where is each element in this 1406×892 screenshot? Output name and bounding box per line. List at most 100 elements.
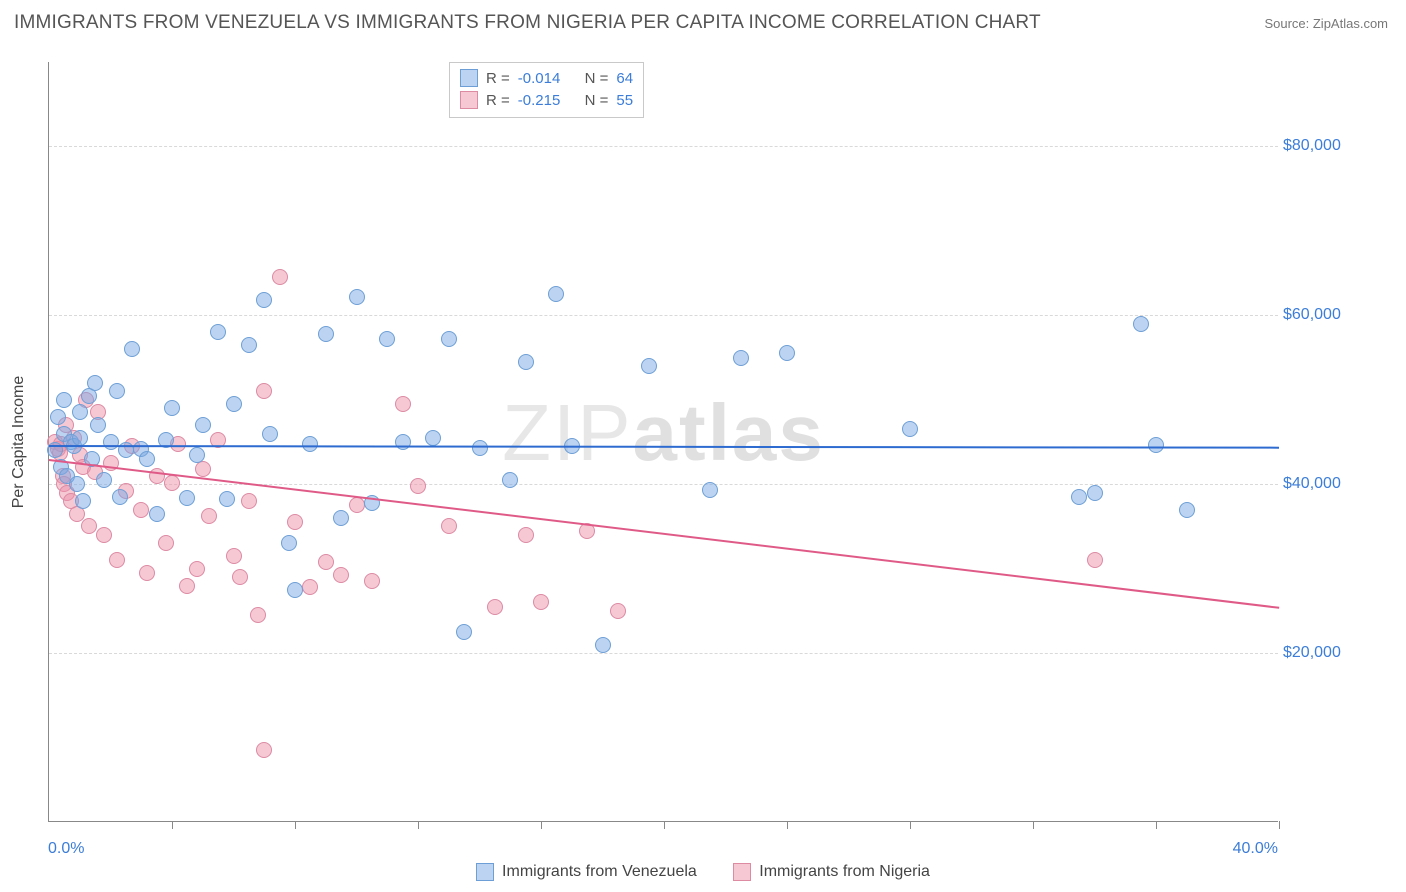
data-point <box>1071 489 1087 505</box>
x-tick <box>664 821 665 829</box>
x-tick <box>1156 821 1157 829</box>
data-point <box>201 508 217 524</box>
data-point <box>1179 502 1195 518</box>
data-point <box>533 594 549 610</box>
data-point <box>1087 552 1103 568</box>
data-point <box>103 434 119 450</box>
data-point <box>425 430 441 446</box>
n-label: N = <box>585 92 609 109</box>
gridline-h <box>49 653 1278 654</box>
data-point <box>272 269 288 285</box>
x-tick-max: 40.0% <box>1233 840 1278 858</box>
trend-line <box>49 445 1279 449</box>
data-point <box>133 502 149 518</box>
gridline-h <box>49 146 1278 147</box>
data-point <box>241 493 257 509</box>
data-point <box>189 561 205 577</box>
data-point <box>502 472 518 488</box>
data-point <box>72 430 88 446</box>
x-tick <box>1279 821 1280 829</box>
chart-container: IMMIGRANTS FROM VENEZUELA VS IMMIGRANTS … <box>0 0 1406 892</box>
data-point <box>250 607 266 623</box>
x-tick <box>295 821 296 829</box>
x-tick <box>1033 821 1034 829</box>
data-point <box>75 493 91 509</box>
swatch-venezuela <box>460 69 478 87</box>
data-point <box>302 579 318 595</box>
data-point <box>226 396 242 412</box>
data-point <box>109 383 125 399</box>
data-point <box>333 567 349 583</box>
stats-row-venezuela: R = -0.014 N = 64 <box>460 67 633 89</box>
trend-line <box>49 459 1279 609</box>
data-point <box>395 396 411 412</box>
n-value-venezuela: 64 <box>616 70 633 87</box>
data-point <box>124 341 140 357</box>
data-point <box>456 624 472 640</box>
data-point <box>149 506 165 522</box>
source-label: Source: ZipAtlas.com <box>1264 16 1388 31</box>
data-point <box>81 518 97 534</box>
data-point <box>287 582 303 598</box>
x-tick <box>541 821 542 829</box>
data-point <box>158 535 174 551</box>
data-point <box>333 510 349 526</box>
data-point <box>139 451 155 467</box>
legend-label-venezuela: Immigrants from Venezuela <box>502 863 697 881</box>
data-point <box>195 417 211 433</box>
legend-item-venezuela: Immigrants from Venezuela <box>476 863 697 881</box>
data-point <box>139 565 155 581</box>
data-point <box>164 400 180 416</box>
data-point <box>395 434 411 450</box>
data-point <box>518 354 534 370</box>
data-point <box>179 490 195 506</box>
swatch-nigeria <box>460 91 478 109</box>
data-point <box>256 742 272 758</box>
data-point <box>241 337 257 353</box>
watermark-bold: atlas <box>633 387 825 476</box>
data-point <box>210 324 226 340</box>
y-tick-label: $20,000 <box>1283 644 1368 662</box>
r-value-nigeria: -0.215 <box>518 92 561 109</box>
data-point <box>96 472 112 488</box>
data-point <box>262 426 278 442</box>
data-point <box>50 409 66 425</box>
data-point <box>302 436 318 452</box>
x-tick <box>787 821 788 829</box>
data-point <box>318 326 334 342</box>
y-tick-label: $40,000 <box>1283 475 1368 493</box>
data-point <box>472 440 488 456</box>
data-point <box>702 482 718 498</box>
chart-title: IMMIGRANTS FROM VENEZUELA VS IMMIGRANTS … <box>14 12 1041 34</box>
watermark: ZIPatlas <box>502 386 825 478</box>
x-tick <box>910 821 911 829</box>
y-axis-title: Per Capita Income <box>10 375 28 508</box>
data-point <box>112 489 128 505</box>
x-tick-min: 0.0% <box>48 840 84 858</box>
legend-label-nigeria: Immigrants from Nigeria <box>759 863 930 881</box>
gridline-h <box>49 315 1278 316</box>
r-label: R = <box>486 92 510 109</box>
watermark-thin: ZIP <box>502 387 632 476</box>
data-point <box>69 476 85 492</box>
data-point <box>518 527 534 543</box>
data-point <box>256 383 272 399</box>
r-value-venezuela: -0.014 <box>518 70 561 87</box>
data-point <box>281 535 297 551</box>
plot-area: ZIPatlas Per Capita Income R = -0.014 N … <box>48 62 1278 822</box>
data-point <box>56 392 72 408</box>
data-point <box>318 554 334 570</box>
bottom-legend: Immigrants from Venezuela Immigrants fro… <box>0 863 1406 886</box>
legend-swatch-venezuela <box>476 863 494 881</box>
data-point <box>1148 437 1164 453</box>
data-point <box>164 475 180 491</box>
y-tick-label: $80,000 <box>1283 137 1368 155</box>
data-point <box>226 548 242 564</box>
data-point <box>548 286 564 302</box>
data-point <box>109 552 125 568</box>
data-point <box>410 478 426 494</box>
data-point <box>349 497 365 513</box>
data-point <box>595 637 611 653</box>
data-point <box>189 447 205 463</box>
data-point <box>441 331 457 347</box>
